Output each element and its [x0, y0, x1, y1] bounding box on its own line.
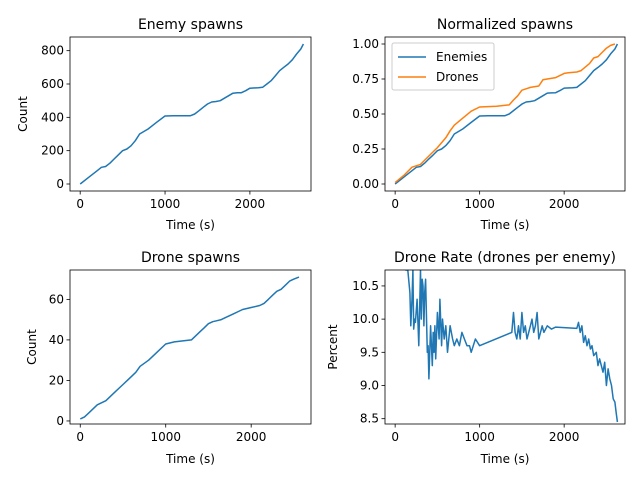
series-line-0	[79, 276, 300, 420]
series-line-drones	[394, 43, 616, 184]
axes-frame	[384, 269, 626, 425]
y-axis-label: Percent	[326, 324, 340, 369]
subplot-drone-rate: Drone Rate (drones per enemy) 0 1000 2000 8…	[326, 250, 626, 466]
y-tick-label: 600	[41, 77, 64, 91]
y-tick-label: 1.00	[352, 37, 379, 51]
legend-box	[391, 42, 495, 91]
x-tick-label: 0	[391, 197, 399, 211]
y-tick-label: 0.50	[352, 107, 379, 121]
y-tick-label: 0.00	[352, 177, 379, 191]
series-line-enemies	[394, 43, 619, 185]
y-tick-label: 800	[41, 44, 64, 58]
y-tick-label: 9.0	[360, 379, 379, 393]
subplot-drone-spawns: Drone spawns 0 1000 2000 0 20 40 60 Time (s) C…	[25, 250, 312, 466]
x-tick-label: 0	[76, 430, 84, 444]
subplot-enemy-spawns: Enemy spawns 0 1000 2000 0 200 400 600 800 Time…	[16, 17, 312, 232]
x-axis-label: Time (s)	[165, 218, 215, 232]
axes-frame	[384, 36, 626, 192]
legend-label-enemies: Enemies	[436, 50, 487, 64]
y-axis-label: Count	[16, 96, 30, 132]
chart-title: Enemy spawns	[138, 17, 243, 33]
y-tick-label: 0.25	[352, 142, 379, 156]
series-line-0	[79, 43, 305, 185]
x-tick-label: 0	[391, 430, 399, 444]
axes-frame	[69, 269, 312, 425]
x-tick-label: 2000	[236, 430, 267, 444]
axes-frame	[69, 36, 312, 192]
plot-area: 0 1000 2000 8.5 9.0 9.5 10.0 10.5	[352, 270, 619, 444]
plot-area: 0 1000 2000 0 20 40 60	[49, 276, 300, 444]
x-tick-label: 2000	[549, 430, 580, 444]
chart-title: Drone spawns	[141, 250, 240, 266]
y-tick-label: 40	[49, 333, 64, 347]
x-tick-label: 0	[76, 197, 84, 211]
x-tick-label: 1000	[464, 430, 495, 444]
legend: Enemies Drones	[391, 42, 495, 91]
y-tick-label: 0	[56, 414, 64, 428]
x-axis-label: Time (s)	[480, 452, 530, 466]
x-tick-label: 1000	[150, 197, 181, 211]
x-tick-label: 1000	[464, 197, 495, 211]
x-tick-label: 2000	[235, 197, 266, 211]
y-tick-label: 20	[49, 373, 64, 387]
x-axis-label: Time (s)	[165, 452, 215, 466]
legend-label-drones: Drones	[436, 70, 479, 84]
y-tick-label: 8.5	[360, 412, 379, 426]
y-tick-label: 10.5	[352, 279, 379, 293]
chart-title: Normalized spawns	[437, 17, 573, 33]
y-tick-label: 0	[56, 177, 64, 191]
y-tick-label: 9.5	[360, 345, 379, 359]
plot-area: 0 1000 2000 0 200 400 600 800	[41, 43, 305, 211]
x-tick-label: 2000	[549, 197, 580, 211]
y-tick-label: 400	[41, 110, 64, 124]
y-tick-label: 200	[41, 144, 64, 158]
y-tick-label: 60	[49, 292, 64, 306]
x-axis-label: Time (s)	[480, 218, 530, 232]
y-tick-label: 0.75	[352, 72, 379, 86]
plot-area: 0 1000 2000 0.00 0.25 0.50 0.75 1.00	[352, 37, 619, 211]
chart-title: Drone Rate (drones per enemy)	[394, 250, 616, 266]
subplot-normalized-spawns: Normalized spawns 0 1000 20000.000.250.500…	[352, 17, 626, 232]
x-tick-label: 1000	[150, 430, 181, 444]
series-line-0	[405, 270, 619, 423]
y-tick-label: 10.0	[352, 312, 379, 326]
y-axis-label: Count	[25, 329, 39, 365]
